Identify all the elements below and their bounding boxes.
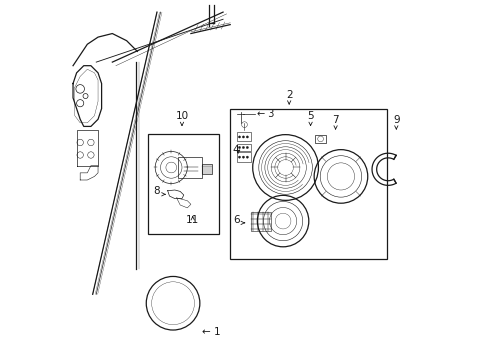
Circle shape xyxy=(242,156,244,158)
Circle shape xyxy=(242,147,244,149)
Text: 11: 11 xyxy=(186,215,199,225)
Bar xyxy=(250,212,270,231)
Circle shape xyxy=(238,147,240,149)
Text: 7: 7 xyxy=(332,115,338,125)
Text: 4: 4 xyxy=(232,145,239,155)
Bar xyxy=(230,109,386,258)
Circle shape xyxy=(246,147,248,149)
Circle shape xyxy=(238,156,240,158)
Text: ← 1: ← 1 xyxy=(201,327,220,337)
Bar xyxy=(237,144,250,152)
Circle shape xyxy=(238,136,240,138)
Text: ← 3: ← 3 xyxy=(257,109,274,119)
Text: 6: 6 xyxy=(232,215,239,225)
Circle shape xyxy=(246,136,248,138)
Circle shape xyxy=(242,136,244,138)
Text: 5: 5 xyxy=(306,111,313,121)
Circle shape xyxy=(246,156,248,158)
Bar xyxy=(178,157,201,178)
Bar xyxy=(314,135,325,143)
Text: 8: 8 xyxy=(153,186,160,196)
Bar xyxy=(237,132,250,141)
Text: 9: 9 xyxy=(392,115,399,125)
Bar xyxy=(237,152,250,162)
Bar xyxy=(148,134,219,234)
Text: 2: 2 xyxy=(285,90,292,100)
Text: 10: 10 xyxy=(175,111,188,121)
Bar xyxy=(201,163,212,174)
